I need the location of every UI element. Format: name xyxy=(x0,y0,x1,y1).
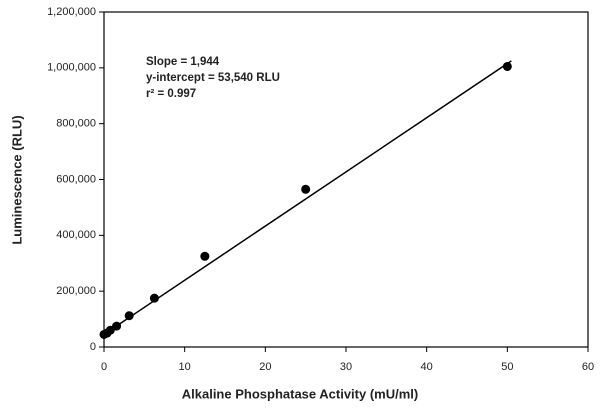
y-tick-label: 1,200,000 xyxy=(47,6,96,18)
x-tick-label: 50 xyxy=(501,361,513,373)
y-tick-label: 800,000 xyxy=(56,118,96,130)
y-axis-label: Luminescence (RLU) xyxy=(9,115,24,244)
annotation: r² = 0.997 xyxy=(146,88,196,100)
y-tick-label: 200,000 xyxy=(56,285,96,297)
data-point xyxy=(200,251,210,261)
x-axis-label: Alkaline Phosphatase Activity (mU/ml) xyxy=(182,386,418,401)
data-point xyxy=(124,311,134,321)
data-point xyxy=(149,293,159,303)
x-tick-label: 40 xyxy=(421,361,433,373)
y-tick-label: 600,000 xyxy=(56,173,96,185)
y-tick-label: 0 xyxy=(90,341,96,353)
fit-line xyxy=(103,60,512,336)
data-point xyxy=(301,184,311,194)
x-tick-label: 10 xyxy=(179,361,191,373)
x-tick-label: 0 xyxy=(101,361,107,373)
annotation: y-intercept = 53,540 RLU xyxy=(146,72,280,84)
data-point xyxy=(112,321,122,331)
data-point xyxy=(502,61,512,71)
x-tick-label: 60 xyxy=(582,361,594,373)
annotation: Slope = 1,944 xyxy=(146,56,220,68)
x-tick-label: 20 xyxy=(259,361,271,373)
y-tick-label: 400,000 xyxy=(56,229,96,241)
x-tick-label: 30 xyxy=(340,361,352,373)
y-tick-label: 1,000,000 xyxy=(47,62,96,74)
